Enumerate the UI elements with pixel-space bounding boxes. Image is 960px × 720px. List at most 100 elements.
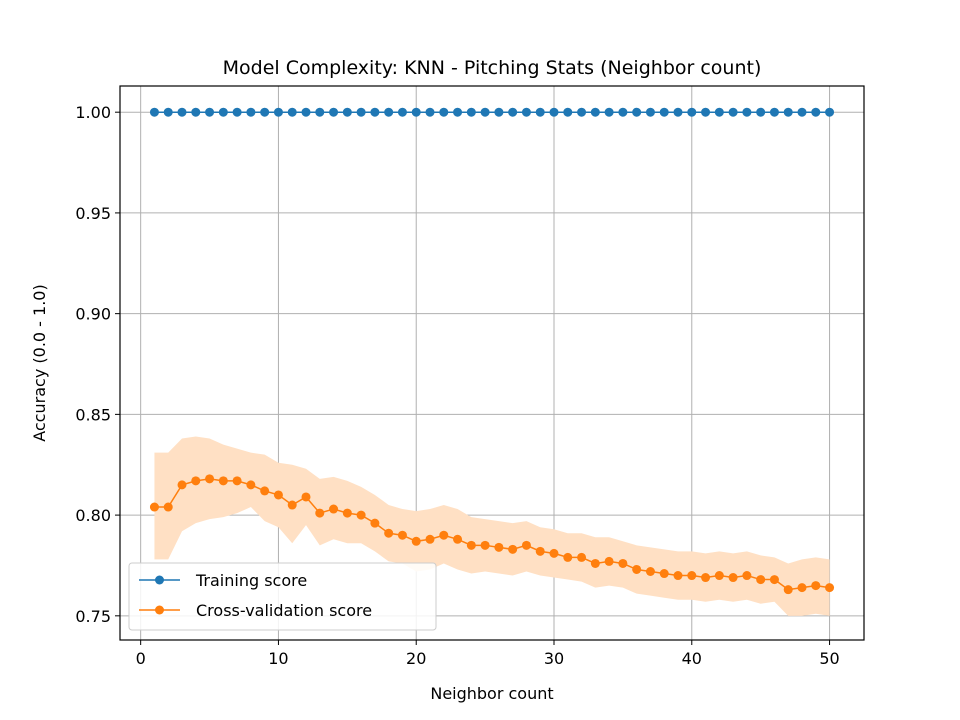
series-1-point (577, 552, 587, 562)
series-0-point (756, 107, 766, 117)
series-0-point (742, 107, 752, 117)
y-tick-label: 1.00 (75, 103, 111, 122)
series-1-point (260, 486, 270, 496)
series-0-point (273, 107, 283, 117)
x-tick-label: 30 (544, 649, 564, 668)
y-tick-label: 0.80 (75, 506, 111, 525)
series-1-point (370, 518, 380, 528)
series-0-point (246, 107, 256, 117)
series-0-point (466, 107, 476, 117)
series-1-point (191, 476, 201, 486)
series-lines (149, 107, 835, 595)
series-1-point (149, 502, 159, 512)
legend: Training score Cross-validation score (128, 562, 437, 631)
series-1-point (356, 510, 366, 520)
series-0-point (632, 107, 642, 117)
series-1-point (714, 571, 724, 581)
series-0-point (687, 107, 697, 117)
series-1-point (521, 540, 531, 550)
y-tick-label: 0.75 (75, 607, 111, 626)
series-0-point (714, 107, 724, 117)
series-0-point (673, 107, 683, 117)
series-1-point (397, 530, 407, 540)
series-1-point (728, 573, 738, 583)
series-1-point (342, 508, 352, 518)
legend-cv-label: Cross-validation score (196, 601, 372, 620)
series-0-point (728, 107, 738, 117)
series-1-point (287, 500, 297, 510)
series-1-point (411, 536, 421, 546)
series-0-point (232, 107, 242, 117)
ticks: 0 10 20 30 40 50 0.75 0.80 0.85 0.90 0.95 1.00 (75, 103, 839, 668)
series-0-point (797, 107, 807, 117)
series-1-point (384, 528, 394, 538)
series-1-point (232, 476, 242, 486)
series-0-point (218, 107, 228, 117)
series-1-point (797, 583, 807, 593)
series-0-point (163, 107, 173, 117)
series-1-point (645, 567, 655, 577)
series-1-point (453, 534, 463, 544)
series-0-point (370, 107, 380, 117)
series-0-point (397, 107, 407, 117)
series-0-point (521, 107, 531, 117)
series-0-point (577, 107, 587, 117)
series-0-point (425, 107, 435, 117)
series-0-point (342, 107, 352, 117)
series-0-point (149, 107, 159, 117)
y-tick-label: 0.95 (75, 204, 111, 223)
series-1-point (466, 540, 476, 550)
series-0-point (494, 107, 504, 117)
series-1-point (439, 530, 449, 540)
legend-training-label: Training score (195, 571, 307, 590)
y-axis-label: Accuracy (0.0 - 1.0) (30, 284, 49, 441)
x-tick-label: 40 (682, 649, 702, 668)
series-0-point (590, 107, 600, 117)
series-0-point (480, 107, 490, 117)
series-0-point (439, 107, 449, 117)
series-0-point (701, 107, 711, 117)
series-0-point (191, 107, 201, 117)
series-0-point (645, 107, 655, 117)
series-1-point (205, 474, 215, 484)
series-0-point (329, 107, 339, 117)
series-0-point (549, 107, 559, 117)
series-1-point (659, 569, 669, 579)
series-0-point (783, 107, 793, 117)
series-0-point (453, 107, 463, 117)
y-tick-label: 0.90 (75, 305, 111, 324)
legend-cv-swatch-marker (155, 605, 164, 615)
x-tick-label: 20 (406, 649, 426, 668)
series-1-point (687, 571, 697, 581)
series-1-point (742, 571, 752, 581)
series-1-point (604, 556, 614, 566)
series-0-point (563, 107, 573, 117)
series-1-point (177, 480, 187, 490)
series-0-point (604, 107, 614, 117)
series-1-point (701, 573, 711, 583)
series-0-point (287, 107, 297, 117)
series-1-point (549, 548, 559, 558)
series-0-point (659, 107, 669, 117)
series-1-point (480, 540, 490, 550)
series-1-point (425, 534, 435, 544)
series-1-point (769, 575, 779, 585)
legend-training-swatch-marker (155, 575, 164, 585)
series-0-point (411, 107, 421, 117)
series-0-point (205, 107, 215, 117)
grid (120, 86, 864, 640)
series-1-point (218, 476, 228, 486)
series-1-point (273, 490, 283, 500)
series-1-point (163, 502, 173, 512)
series-0-point (825, 107, 835, 117)
series-1-point (825, 583, 835, 593)
series-1-point (329, 504, 339, 514)
series-1-point (811, 581, 821, 591)
series-0-point (177, 107, 187, 117)
series-1-point (632, 564, 642, 574)
x-tick-label: 10 (268, 649, 288, 668)
x-axis-label: Neighbor count (430, 684, 553, 703)
series-1-point (508, 544, 518, 554)
series-1-point (756, 575, 766, 585)
series-1-point (315, 508, 325, 518)
